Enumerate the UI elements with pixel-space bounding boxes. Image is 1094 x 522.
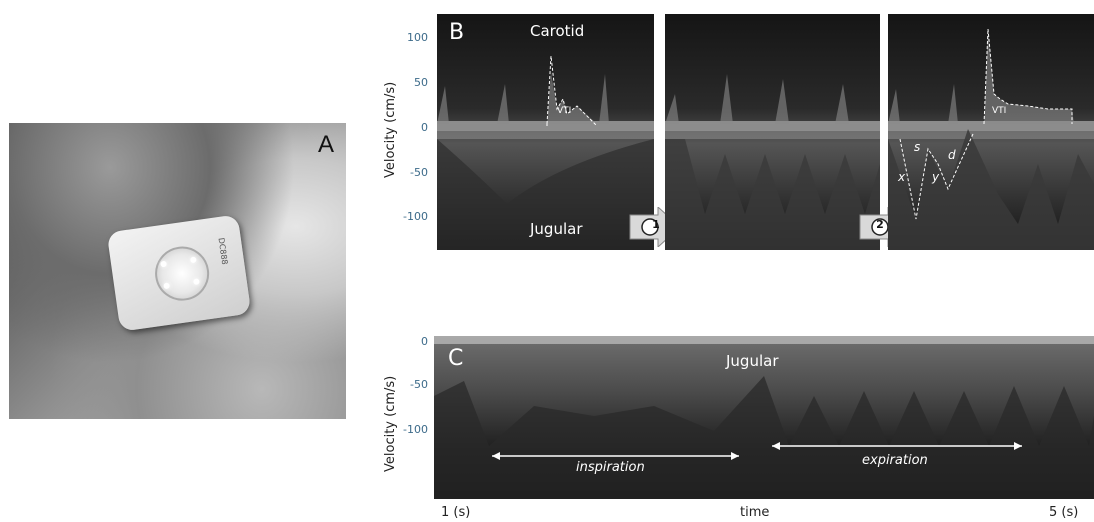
vti-label: VTI	[557, 106, 572, 116]
panel-b-tick-0: 0	[421, 121, 428, 134]
carotid-label: Carotid	[530, 22, 585, 40]
doppler-frame-3: VTI x s y d	[888, 14, 1094, 250]
jugular-label: Jugular	[530, 220, 583, 238]
wave-s-label: s	[914, 140, 921, 154]
doppler-strip-c: C Jugular inspiration expiration	[434, 336, 1094, 499]
panel-b-letter: B	[449, 20, 465, 45]
neck-photo: DC888 A	[9, 123, 346, 419]
panel-c-letter: C	[448, 346, 464, 371]
wave-d-label: d	[948, 148, 956, 162]
expiration-label: expiration	[862, 453, 928, 468]
panel-b-tick-100: 100	[407, 31, 428, 44]
led-dot	[160, 260, 167, 268]
wave-x-label: x	[898, 170, 906, 184]
wave-y-label: y	[932, 170, 940, 184]
panel-c-tick-0: 0	[421, 335, 428, 348]
panel-c-tick-neg50: -50	[410, 378, 428, 391]
led-dot	[163, 282, 171, 290]
probe-window	[151, 243, 213, 305]
arrow-1-number: 1	[652, 218, 660, 231]
doppler-frame-2	[665, 14, 880, 250]
vti-label-2: VTI	[992, 106, 1007, 116]
panel-c-tick-neg100: -100	[403, 423, 428, 436]
ultrasound-patch-device: DC888	[106, 214, 252, 332]
panel-b-tick-50: 50	[414, 76, 428, 89]
doppler-frame-1: B Carotid VTI Jugular	[437, 14, 654, 250]
panel-b-tick-neg100: -100	[403, 210, 428, 223]
panel-c-jugular-label: Jugular	[726, 352, 779, 370]
panel-a-letter: A	[317, 131, 334, 158]
x-label-start: 1 (s)	[441, 505, 471, 520]
inspiration-label: inspiration	[576, 460, 645, 475]
panel-b-tick-neg50: -50	[410, 166, 428, 179]
x-label-end: 5 (s)	[1049, 505, 1079, 520]
device-label: DC888	[216, 237, 230, 266]
arrow-2-number: 2	[876, 218, 884, 231]
x-label-time: time	[740, 505, 770, 520]
led-dot	[192, 278, 200, 286]
led-dot	[189, 256, 197, 264]
